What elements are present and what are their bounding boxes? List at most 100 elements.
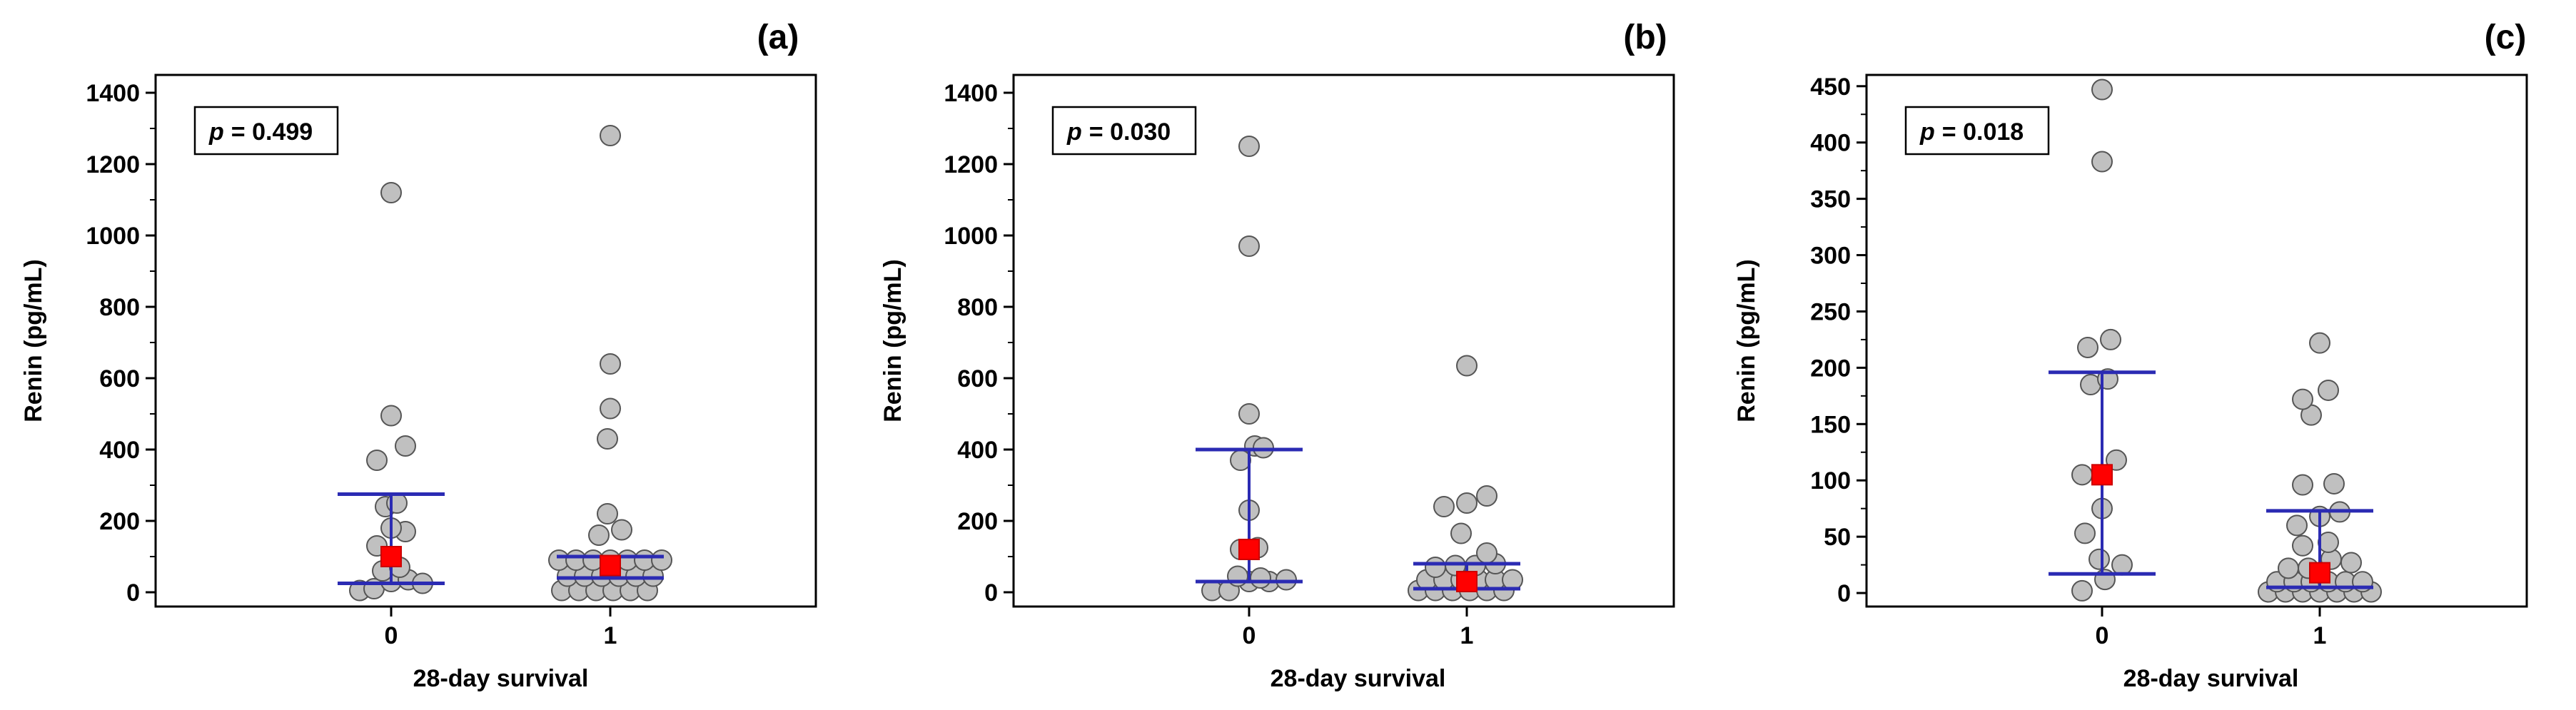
x-tick-label: 0 [1243, 622, 1256, 649]
y-tick-label: 1200 [944, 151, 998, 178]
data-point [600, 125, 621, 146]
y-tick-label: 1200 [86, 151, 140, 178]
y-tick-label: 1400 [86, 80, 140, 107]
y-tick-label: 1000 [86, 223, 140, 250]
data-point [2100, 328, 2121, 350]
p-value-frame [1904, 106, 2050, 156]
panel-label: (a) [757, 19, 799, 56]
x-tick-label: 1 [1460, 622, 1474, 649]
y-tick-label: 350 [1810, 186, 1851, 213]
data-point [2292, 474, 2313, 496]
median-marker [600, 554, 621, 577]
data-point [2292, 388, 2313, 410]
data-point [2091, 151, 2113, 173]
x-axis-title: 28-day survival [1271, 665, 1446, 692]
y-tick-label: 600 [957, 365, 998, 392]
group-1 [548, 125, 672, 602]
data-point [2340, 552, 2362, 574]
group-0 [338, 182, 445, 602]
data-point [395, 435, 416, 457]
y-tick-label: 0 [984, 579, 998, 607]
group-1 [2258, 332, 2382, 603]
p-value-box: p = 0.030 [1051, 106, 1197, 156]
data-point [1502, 569, 1523, 591]
median-marker [380, 546, 402, 567]
data-point [2077, 336, 2098, 358]
median-marker [2091, 464, 2113, 486]
data-point [380, 182, 402, 203]
data-point [2088, 548, 2110, 570]
data-point [1238, 136, 1260, 157]
data-point [588, 524, 610, 546]
data-point [2071, 579, 2093, 602]
y-tick-label: 150 [1810, 411, 1851, 438]
y-tick-label: 400 [99, 437, 140, 464]
p-value-text: p = 0.499 [208, 118, 313, 146]
data-point [1433, 496, 1455, 517]
p-value-text: p = 0.030 [1066, 118, 1171, 146]
data-point [366, 450, 388, 471]
chart-panel-a: (a) 0 200 400 600 800 1000 1200 1400 Renin (pg/mL… [20, 19, 817, 692]
y-tick-label: 600 [99, 365, 140, 392]
data-point [651, 549, 672, 571]
p-value-frame [193, 106, 339, 156]
x-tick-label: 0 [385, 622, 398, 649]
data-point [600, 397, 621, 420]
p-value-box: p = 0.018 [1904, 106, 2050, 156]
data-point [2323, 472, 2345, 495]
data-point [1250, 567, 1271, 589]
p-value-number: = 0.499 [231, 118, 313, 146]
y-tick-label: 300 [1810, 243, 1851, 270]
panel-label: (b) [1623, 19, 1667, 56]
p-symbol: p [1066, 118, 1082, 146]
y-tick-label: 0 [126, 579, 140, 607]
data-point [1425, 557, 1446, 578]
p-value-box: p = 0.499 [193, 106, 339, 156]
y-tick-label: 250 [1810, 298, 1851, 325]
data-point [1450, 522, 1472, 544]
y-tick-label: 50 [1824, 524, 1851, 551]
y-tick-label: 200 [957, 508, 998, 535]
x-axis-title: 28-day survival [413, 665, 589, 692]
x-tick-label: 1 [2313, 622, 2327, 649]
data-point [1238, 403, 1260, 425]
group-0 [2049, 78, 2156, 602]
y-axis-title: Renin (pg/mL) [20, 259, 47, 422]
group-1 [1408, 355, 1523, 602]
data-point [1238, 235, 1260, 257]
data-point [2318, 379, 2339, 401]
data-point [2309, 332, 2330, 354]
p-value-number: = 0.030 [1089, 118, 1171, 146]
x-tick-label: 1 [604, 622, 617, 649]
p-symbol: p [1919, 118, 1935, 146]
median-marker [2309, 562, 2330, 584]
plot-frame [1865, 73, 2528, 608]
p-value-frame [1051, 106, 1197, 156]
y-tick-label: 1000 [944, 223, 998, 250]
data-point [597, 503, 618, 524]
data-point [1476, 485, 1497, 507]
x-axis-title: 28-day survival [2123, 665, 2299, 692]
y-tick-label: 400 [1810, 130, 1851, 157]
y-axis-title: Renin (pg/mL) [1733, 259, 1760, 422]
data-point [2074, 522, 2096, 544]
data-point [2091, 78, 2113, 101]
y-tick-label: 800 [957, 294, 998, 321]
y-tick-label: 200 [1810, 355, 1851, 382]
chart-panel-b: (b) 0 200 400 600 800 1000 1200 1400 Renin (pg/mL… [879, 19, 1675, 692]
data-point [2286, 514, 2308, 537]
group-0 [1196, 136, 1303, 602]
data-point [2278, 557, 2299, 579]
plot-frame [1012, 73, 1675, 608]
p-symbol: p [208, 118, 224, 146]
data-point [1456, 492, 1478, 514]
y-tick-label: 1400 [944, 80, 998, 107]
y-tick-label: 450 [1810, 73, 1851, 101]
panel-label: (c) [2485, 19, 2527, 56]
y-tick-label: 100 [1810, 467, 1851, 495]
data-point [2292, 534, 2313, 557]
p-value-number: = 0.018 [1942, 118, 2024, 146]
plot-frame [154, 73, 817, 608]
data-point [600, 353, 621, 375]
